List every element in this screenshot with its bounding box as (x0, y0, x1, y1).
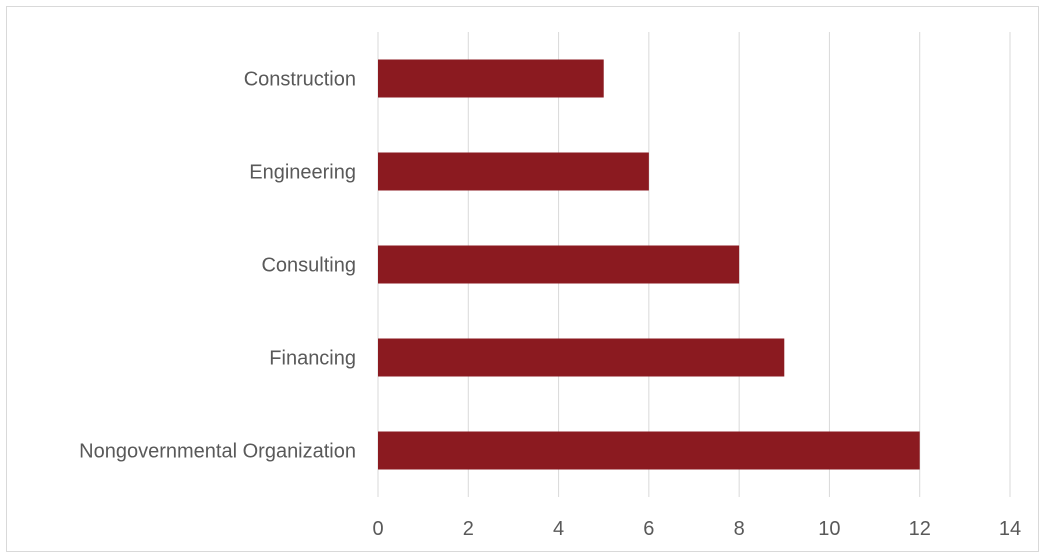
category-label: Nongovernmental Organization (79, 441, 356, 463)
x-tick-label: 0 (372, 518, 383, 540)
gridlines (377, 32, 1011, 497)
bar-financing (378, 338, 785, 377)
bar-engineering (378, 152, 649, 191)
category-label: Financing (269, 348, 356, 370)
y-axis-labels: Construction Engineering Consulting Financi… (79, 69, 356, 463)
category-label: Engineering (249, 162, 356, 184)
x-tick-label: 4 (553, 518, 564, 540)
category-label: Construction (244, 69, 356, 91)
x-tick-label: 12 (909, 518, 931, 540)
bar-nongovernmental-organization (378, 431, 920, 470)
x-axis-ticks: 0 2 4 6 8 10 12 14 (372, 518, 1021, 540)
x-tick-label: 2 (463, 518, 474, 540)
x-tick-label: 6 (643, 518, 654, 540)
x-tick-label: 8 (734, 518, 745, 540)
bar-construction (378, 59, 604, 98)
bar-consulting (378, 245, 740, 284)
x-tick-label: 14 (999, 518, 1021, 540)
x-tick-label: 10 (818, 518, 840, 540)
category-label: Consulting (261, 255, 356, 277)
bars (378, 59, 920, 470)
